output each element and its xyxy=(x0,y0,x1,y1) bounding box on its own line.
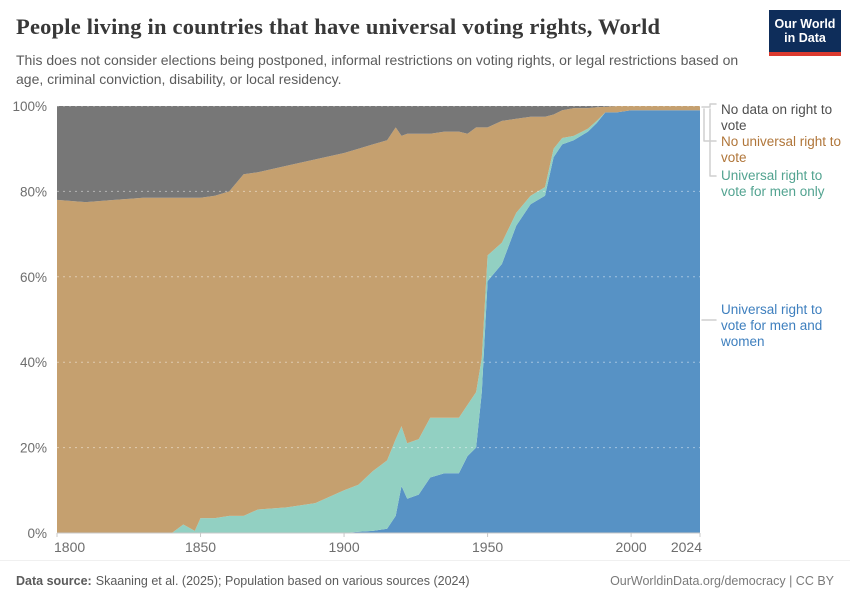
legend-label-men-only: Universal right to vote for men only xyxy=(721,168,825,199)
x-tick-label: 1850 xyxy=(185,539,216,555)
area-men_and_women[interactable] xyxy=(57,110,700,534)
x-tick-label: 1950 xyxy=(472,539,503,555)
page-subtitle: This does not consider elections being p… xyxy=(16,52,739,87)
x-tick-label: 1900 xyxy=(328,539,359,555)
owid-logo[interactable]: Our World in Data xyxy=(769,10,841,56)
legend-label-no-data: No data on right to vote xyxy=(721,102,833,133)
page-title: People living in countries that have uni… xyxy=(16,14,661,39)
legend-label-no-universal: No universal right to vote xyxy=(721,134,842,165)
x-tick-label: 2000 xyxy=(616,539,647,555)
legend-item-men-only[interactable]: Universal right to vote for men only xyxy=(721,168,843,200)
legend-item-men-and-women[interactable]: Universal right to vote for men and wome… xyxy=(721,302,843,350)
y-tick-label: 0% xyxy=(27,526,47,541)
y-tick-label: 80% xyxy=(20,184,47,199)
legend-label-men-and-women: Universal right to vote for men and wome… xyxy=(721,302,823,349)
y-tick-label: 20% xyxy=(20,441,47,456)
owid-logo-line1: Our World xyxy=(774,17,836,31)
x-tick-label: 1800 xyxy=(54,539,85,555)
data-source-text: Skaaning et al. (2025); Population based… xyxy=(95,573,470,588)
data-source[interactable]: Data source: Skaaning et al. (2025); Popu… xyxy=(16,574,470,588)
legend-item-no-data[interactable]: No data on right to vote xyxy=(721,102,843,134)
area-no_data[interactable] xyxy=(57,106,700,203)
credits-link[interactable]: OurWorldinData.org/democracy | CC BY xyxy=(610,573,834,588)
x-tick-label: 2024 xyxy=(671,539,702,555)
legend-connector-0 xyxy=(701,103,717,108)
y-tick-label: 40% xyxy=(20,355,47,370)
owid-logo-line2: in Data xyxy=(784,31,826,45)
data-source-label: Data source: xyxy=(16,573,92,588)
y-tick-label: 60% xyxy=(20,270,47,285)
legend-item-no-universal[interactable]: No universal right to vote xyxy=(721,134,843,166)
y-tick-label: 100% xyxy=(12,99,47,114)
area-no_universal[interactable] xyxy=(57,106,700,533)
legend-connector-2 xyxy=(709,108,717,177)
chart-footer: Data source: Skaaning et al. (2025); Popu… xyxy=(0,560,850,600)
legend-connector-1 xyxy=(703,108,717,142)
